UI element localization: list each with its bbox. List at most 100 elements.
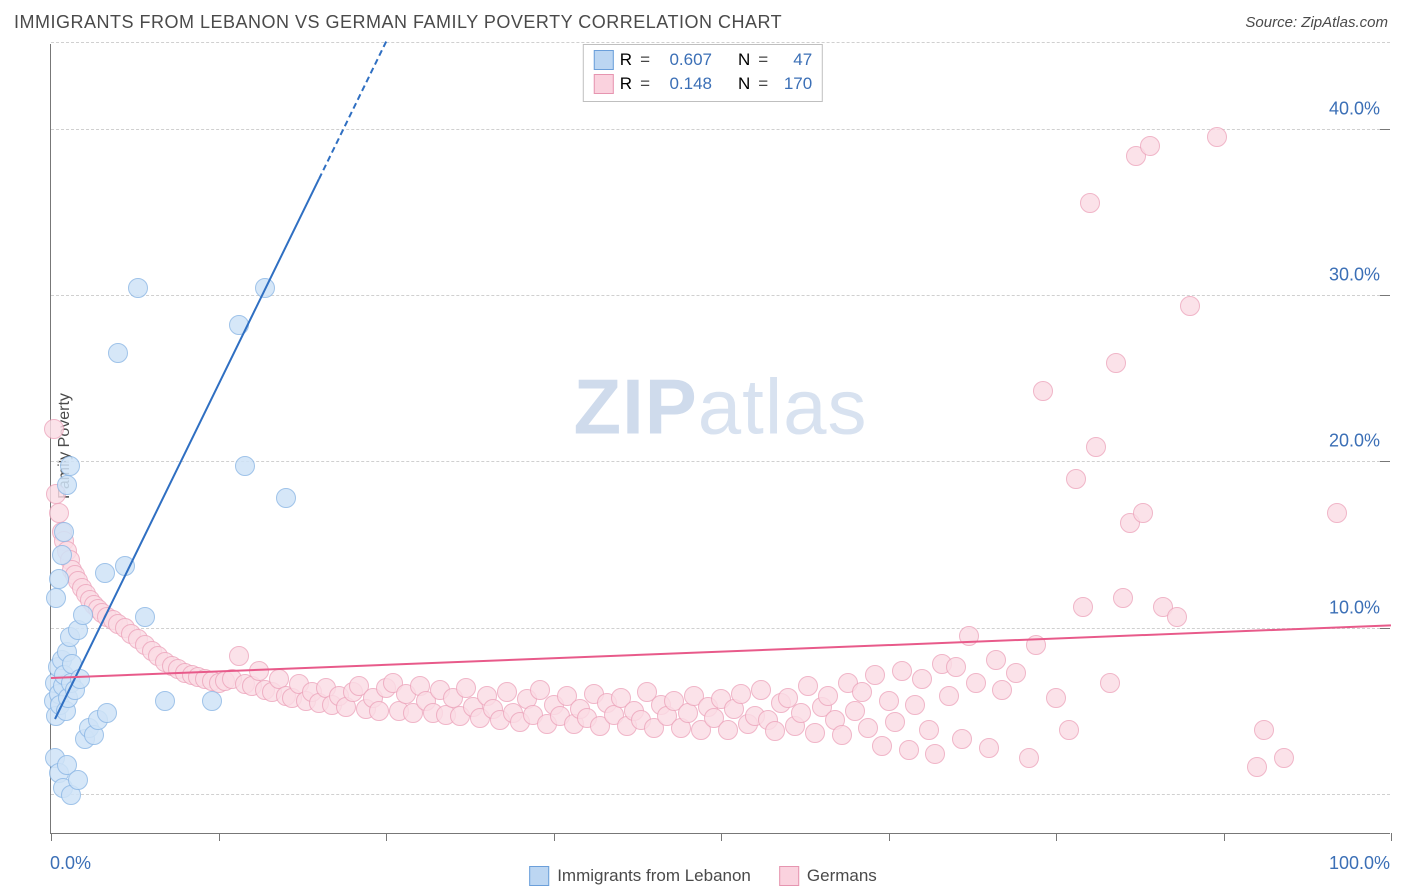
data-point	[1180, 296, 1200, 316]
legend-swatch	[779, 866, 799, 886]
x-tick-mark	[554, 833, 555, 841]
data-point	[879, 691, 899, 711]
legend-r-label: R	[620, 74, 632, 94]
y-tick-mark	[1380, 295, 1390, 296]
data-point	[905, 695, 925, 715]
x-tick-mark	[51, 833, 52, 841]
data-point	[899, 740, 919, 760]
y-tick-mark	[1380, 461, 1390, 462]
y-tick-label: 20.0%	[1329, 431, 1380, 452]
x-tick-mark	[1224, 833, 1225, 841]
data-point	[1274, 748, 1294, 768]
data-point	[95, 563, 115, 583]
legend-series-name: Germans	[807, 866, 877, 886]
gridline-h	[51, 628, 1390, 629]
legend-swatch	[594, 50, 614, 70]
data-point	[1019, 748, 1039, 768]
data-point	[1033, 381, 1053, 401]
x-tick-mark	[1056, 833, 1057, 841]
data-point	[1113, 588, 1133, 608]
series-legend: Immigrants from Lebanon Germans	[529, 866, 877, 886]
data-point	[979, 738, 999, 758]
chart-title: IMMIGRANTS FROM LEBANON VS GERMAN FAMILY…	[14, 12, 782, 33]
data-point	[60, 456, 80, 476]
x-axis-max-label: 100.0%	[1329, 853, 1390, 874]
data-point	[73, 605, 93, 625]
data-point	[52, 545, 72, 565]
x-tick-mark	[1391, 833, 1392, 841]
data-point	[952, 729, 972, 749]
y-tick-mark	[1380, 628, 1390, 629]
data-point	[1167, 607, 1187, 627]
legend-n-value: 170	[776, 74, 812, 94]
data-point	[1059, 720, 1079, 740]
data-point	[946, 657, 966, 677]
chart-plot-area: ZIPatlas 10.0%20.0%30.0%40.0%	[50, 44, 1390, 834]
data-point	[832, 725, 852, 745]
data-point	[57, 475, 77, 495]
y-tick-label: 40.0%	[1329, 98, 1380, 119]
data-point	[1254, 720, 1274, 740]
data-point	[1006, 663, 1026, 683]
data-point	[731, 684, 751, 704]
legend-swatch	[529, 866, 549, 886]
data-point	[939, 686, 959, 706]
data-point	[912, 669, 932, 689]
data-point	[68, 770, 88, 790]
x-tick-mark	[386, 833, 387, 841]
x-axis-min-label: 0.0%	[50, 853, 91, 874]
correlation-legend: R=0.607N=47R=0.148N=170	[583, 44, 823, 102]
data-point	[852, 682, 872, 702]
legend-row: R=0.148N=170	[594, 72, 812, 96]
data-point	[872, 736, 892, 756]
trend-line	[51, 624, 1391, 679]
data-point	[135, 607, 155, 627]
data-point	[1106, 353, 1126, 373]
data-point	[1140, 136, 1160, 156]
legend-series-name: Immigrants from Lebanon	[557, 866, 751, 886]
data-point	[44, 419, 64, 439]
trend-line	[54, 179, 320, 720]
legend-n-label: N	[738, 50, 750, 70]
trend-line	[318, 42, 387, 180]
source-value: ZipAtlas.com	[1301, 14, 1388, 31]
legend-r-value: 0.607	[658, 50, 712, 70]
y-tick-mark	[1380, 129, 1390, 130]
data-point	[202, 691, 222, 711]
data-point	[1046, 688, 1066, 708]
legend-r-value: 0.148	[658, 74, 712, 94]
y-tick-label: 30.0%	[1329, 265, 1380, 286]
x-tick-mark	[219, 833, 220, 841]
legend-eq: =	[640, 50, 650, 70]
data-point	[49, 569, 69, 589]
data-point	[497, 682, 517, 702]
data-point	[1207, 127, 1227, 147]
gridline-h	[51, 42, 1390, 43]
legend-eq: =	[758, 50, 768, 70]
gridline-h	[51, 129, 1390, 130]
watermark-bold: ZIP	[573, 362, 697, 450]
data-point	[128, 278, 148, 298]
data-point	[456, 678, 476, 698]
legend-n-label: N	[738, 74, 750, 94]
data-point	[1247, 757, 1267, 777]
data-point	[1080, 193, 1100, 213]
data-point	[155, 691, 175, 711]
data-point	[858, 718, 878, 738]
legend-n-value: 47	[776, 50, 812, 70]
data-point	[1100, 673, 1120, 693]
source-label: Source:	[1245, 14, 1301, 31]
data-point	[845, 701, 865, 721]
source-credit: Source: ZipAtlas.com	[1245, 14, 1388, 31]
x-tick-mark	[889, 833, 890, 841]
data-point	[892, 661, 912, 681]
data-point	[49, 503, 69, 523]
watermark: ZIPatlas	[573, 361, 867, 452]
data-point	[1086, 437, 1106, 457]
data-point	[718, 720, 738, 740]
legend-row: R=0.607N=47	[594, 48, 812, 72]
data-point	[108, 343, 128, 363]
data-point	[229, 646, 249, 666]
data-point	[751, 680, 771, 700]
legend-item: Germans	[779, 866, 877, 886]
